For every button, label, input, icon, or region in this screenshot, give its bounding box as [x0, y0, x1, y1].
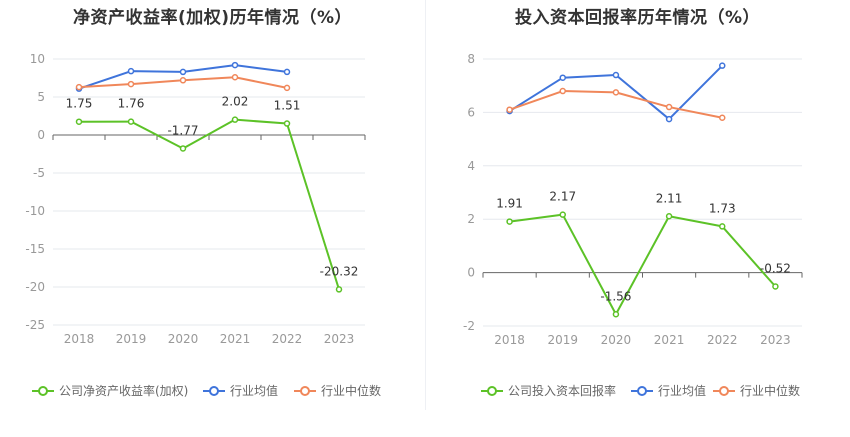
y-tick-label: -5 — [33, 166, 45, 180]
data-point[interactable] — [283, 120, 291, 127]
legend-item[interactable]: 公司投入资本回报率 — [481, 382, 616, 399]
x-tick-label: 2021 — [654, 333, 685, 347]
legend-marker-icon — [713, 385, 735, 396]
data-point[interactable] — [127, 80, 135, 88]
data-point[interactable] — [559, 211, 566, 218]
roe-chart-panel: 净资产收益率(加权)历年情况（%） 10 5 0 -5 -10 -15 -20 -25 2018… — [25, 8, 381, 399]
x-tick-label: 2022 — [272, 332, 303, 346]
y-tick-label: 5 — [37, 90, 45, 104]
x-tick-label: 2018 — [64, 332, 95, 346]
legend-item[interactable]: 行业均值 — [631, 382, 706, 399]
x-tick-label: 2019 — [116, 332, 147, 346]
legend-label: 公司投入资本回报率 — [508, 384, 617, 398]
data-point[interactable] — [612, 89, 620, 96]
legend-marker-icon — [32, 385, 54, 396]
legend-label: 行业中位数 — [321, 384, 382, 398]
legend-item[interactable]: 行业均值 — [203, 382, 278, 399]
y-tick-label: 10 — [30, 52, 45, 66]
data-point[interactable] — [231, 61, 239, 69]
y-tick-label: 2 — [467, 212, 475, 226]
y-tick-label: -20 — [25, 280, 45, 294]
data-point[interactable] — [719, 114, 726, 121]
y-tick-label: 0 — [467, 266, 475, 280]
x-tick-label: 2021 — [220, 332, 251, 346]
data-point[interactable] — [665, 213, 673, 220]
y-tick-label: 0 — [37, 128, 45, 142]
chart-title: 投入资本回报率历年情况（%） — [514, 8, 761, 28]
x-tick-label: 2018 — [494, 333, 525, 347]
data-label: 2.17 — [549, 190, 576, 204]
y-tick-label: -10 — [25, 204, 45, 218]
legend-label: 行业均值 — [230, 384, 279, 398]
roic-chart: 8 6 4 2 0 -2 2018 2019 2020 2021 2022 2023 1.91 2.17 -… — [463, 52, 803, 347]
x-tick-label: 2020 — [168, 332, 199, 346]
data-point[interactable] — [231, 73, 239, 81]
data-point[interactable] — [719, 62, 726, 69]
series-line — [78, 118, 340, 290]
data-label: -0.52 — [760, 261, 791, 275]
legend-marker-icon — [294, 385, 316, 396]
data-point[interactable] — [179, 77, 187, 84]
legend-item[interactable]: 行业中位数 — [294, 382, 381, 399]
legend-marker-icon — [203, 385, 225, 396]
data-point[interactable] — [612, 311, 620, 318]
data-point[interactable] — [231, 116, 239, 123]
data-label: 1.76 — [118, 97, 145, 111]
data-point[interactable] — [283, 84, 291, 92]
y-tick-label: -2 — [463, 319, 475, 333]
data-label: 2.02 — [222, 95, 249, 109]
data-point[interactable] — [506, 106, 513, 113]
data-point[interactable] — [127, 118, 135, 125]
data-point[interactable] — [719, 223, 726, 230]
legend-label: 行业中位数 — [740, 384, 801, 398]
data-point[interactable] — [179, 145, 187, 152]
x-tick-label: 2020 — [601, 333, 632, 347]
data-label: 1.51 — [274, 99, 301, 113]
data-point[interactable] — [179, 68, 187, 76]
data-label: -1.56 — [600, 289, 631, 303]
data-point[interactable] — [127, 67, 135, 75]
legend-item[interactable]: 行业中位数 — [713, 382, 800, 399]
data-point[interactable] — [665, 115, 673, 123]
data-point[interactable] — [612, 71, 620, 79]
panel-divider — [425, 0, 426, 410]
legend-item[interactable]: 公司净资产收益率(加权) — [32, 382, 188, 399]
legend-label: 行业均值 — [658, 384, 707, 398]
roic-chart-panel: 投入资本回报率历年情况（%） 8 6 4 2 0 -2 2018 2019 2020 2021 20… — [425, 0, 850, 437]
data-point[interactable] — [559, 74, 566, 81]
legend-label: 公司净资产收益率(加权) — [59, 384, 189, 398]
y-tick-label: 4 — [467, 159, 475, 173]
x-tick-label: 2023 — [324, 332, 355, 346]
data-label: -1.77 — [167, 123, 198, 137]
data-point[interactable] — [335, 286, 343, 293]
y-tick-label: -25 — [25, 318, 45, 332]
data-point[interactable] — [75, 83, 83, 91]
legend-marker-icon — [481, 385, 503, 396]
data-label: 1.75 — [66, 97, 93, 111]
data-label: 1.73 — [709, 201, 736, 215]
data-point[interactable] — [772, 283, 779, 290]
data-label: 1.91 — [496, 197, 523, 211]
x-tick-label: 2022 — [707, 333, 738, 347]
x-tick-label: 2023 — [760, 333, 791, 347]
y-tick-label: 8 — [467, 52, 475, 66]
y-tick-label: 6 — [467, 105, 475, 119]
data-label: 2.11 — [656, 191, 683, 205]
data-point[interactable] — [75, 118, 83, 125]
legend-marker-icon — [631, 385, 653, 396]
x-tick-label: 2019 — [547, 333, 578, 347]
data-label: -20.32 — [320, 264, 359, 278]
y-tick-label: -15 — [25, 242, 45, 256]
data-point[interactable] — [559, 87, 566, 95]
data-point[interactable] — [665, 103, 673, 111]
roe-chart: 10 5 0 -5 -10 -15 -20 -25 2018 2019 2020 2021 2022 20… — [25, 52, 366, 346]
series-line — [509, 213, 777, 316]
data-point[interactable] — [506, 218, 513, 225]
chart-title: 净资产收益率(加权)历年情况（%） — [72, 8, 353, 28]
data-point[interactable] — [283, 68, 291, 76]
